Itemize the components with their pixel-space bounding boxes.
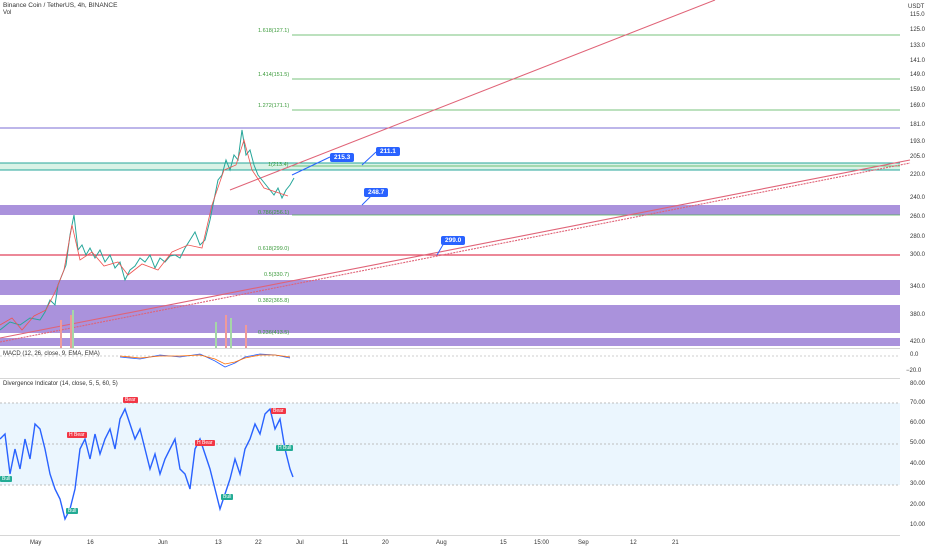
supply-zone-3 [0,305,900,333]
price-candles-down [0,138,289,331]
time-tick: May [30,540,42,546]
bear-flag: Bear [123,397,138,403]
price-tick: 280.0 [910,234,926,240]
fib-label-0236: 0.236(413.5) [258,330,290,336]
time-tick: 13 [215,540,222,546]
fib-label-1272: 1.272(171.1) [258,103,290,109]
price-tick: 420.0 [910,339,926,345]
price-tick: 169.0 [910,103,926,109]
hidden-bull-flag: H Bull [276,445,294,451]
fib-label-1414: 1.414(151.5) [258,72,290,78]
macd-tick: −20.0 [906,368,922,374]
price-tick: 340.0 [910,284,926,290]
time-tick: Aug [436,540,447,546]
fib-label-1: 1(213.4) [268,162,289,168]
price-tick: 240.0 [910,195,926,201]
trendline-upper [229,0,716,191]
price-tick: 115.0 [910,12,925,18]
time-tick: 11 [342,540,349,546]
fib-label-0618: 0.618(299.0) [258,246,290,252]
time-tick: 16 [87,540,94,546]
price-tag-215[interactable]: 215.3 [330,153,355,162]
price-tag-211[interactable]: 211.1 [376,147,400,156]
fib-label-0786: 0.786(256.1) [258,210,290,216]
osc-tick: 40.00 [910,461,926,467]
price-tick: 300.0 [910,252,926,258]
time-tick: 20 [382,540,389,546]
price-tag-248[interactable]: 248.7 [364,188,389,197]
osc-tick: 20.00 [910,502,926,508]
time-tick: Jul [296,540,304,546]
price-tick: 193.0 [910,139,926,145]
bull-flag: Bull [221,494,234,500]
bear-flag: Bear [271,408,286,414]
price-tag-299[interactable]: 299.0 [441,236,466,245]
time-axis-border [0,535,900,536]
hidden-bear-flag: H Bear [67,432,87,438]
fib-label-05: 0.5(330.7) [264,272,290,278]
price-tick: 380.0 [910,312,926,318]
trendline-channel-a [0,159,911,339]
supply-zone-1 [0,205,900,215]
time-tick: 15 [500,540,507,546]
osc-tick: 70.00 [910,400,926,406]
price-tick: 181.0 [910,122,926,128]
time-tick: Jun [158,540,168,546]
osc-tick: 50.00 [910,440,926,446]
volume-bars [60,310,247,348]
price-candles [0,129,295,331]
hidden-bear-flag: H Bear [195,440,215,446]
currency-label: USDT [908,4,925,10]
price-tick: 149.0 [910,72,926,78]
osc-tick: 10.00 [910,522,926,528]
trendline-channel-b [0,162,911,343]
pane-separator[interactable] [0,378,900,379]
time-tick: 21 [672,540,679,546]
time-tick: 22 [255,540,262,546]
green-band [0,163,900,170]
pane-separator[interactable] [0,348,900,349]
oscillator-line [0,407,294,522]
osc-tick: 60.00 [910,420,926,426]
supply-zone-4 [0,338,900,346]
time-tick: 15:00 [534,540,550,546]
volume-label: Vol [3,10,12,16]
bull-flag: Bull [0,476,13,482]
price-tick: 205.0 [910,154,926,160]
macd-label: MACD (12, 26, close, 9, EMA, EMA) [3,351,100,357]
macd-pane[interactable] [0,349,900,377]
divergence-pane[interactable] [0,379,900,533]
time-tick: 12 [630,540,637,546]
macd-tick: 0.0 [910,352,919,358]
divergence-label: Divergence Indicator (14, close, 5, 5, 6… [3,381,118,387]
price-tick: 133.0 [910,43,926,49]
price-tick: 125.0 [910,27,926,33]
supply-zone-2 [0,280,900,295]
price-tick: 220.0 [910,172,926,178]
time-tick: Sep [578,540,589,546]
osc-tick: 80.00 [910,381,926,387]
fib-label-1618: 1.618(127.1) [258,28,290,34]
osc-tick: 30.00 [910,481,926,487]
fib-label-0382: 0.382(365.8) [258,298,290,304]
price-tick: 260.0 [910,214,926,220]
bull-flag: Bull [66,508,79,514]
symbol-title: Binance Coin / TetherUS, 4h, BINANCE [3,2,118,9]
price-tick: 141.0 [910,58,926,64]
price-tick: 159.0 [910,87,926,93]
